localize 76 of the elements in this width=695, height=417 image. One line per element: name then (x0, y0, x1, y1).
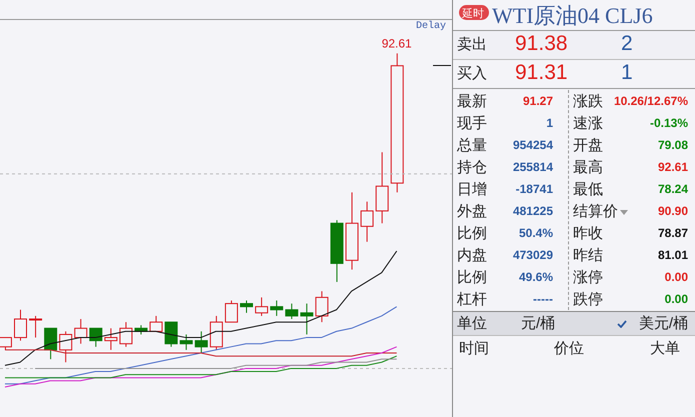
candlestick (300, 303, 314, 335)
text: 1 (546, 116, 553, 130)
candlestick (240, 300, 254, 314)
candlestick (285, 303, 298, 320)
text: 78.87 (658, 226, 688, 240)
candlestick (104, 328, 118, 350)
text: 1 (621, 61, 633, 85)
text: 2 (621, 32, 633, 56)
text: 开盘 (573, 136, 603, 155)
candlestick (89, 328, 102, 348)
candlestick (14, 309, 28, 342)
text: 92.61 (658, 160, 688, 174)
text: 日增 (457, 180, 487, 199)
text: 50.4% (518, 226, 553, 240)
text: 涨跌 (573, 92, 603, 111)
text: 最新 (457, 92, 487, 111)
text: -18741 (516, 182, 553, 196)
text: 跌停 (573, 290, 603, 309)
text: 0.00 (664, 292, 688, 306)
text: 价位 (554, 339, 584, 358)
text: 91.38 (515, 32, 568, 56)
text: WTI原油04 CLJ6 (492, 2, 653, 30)
candlestick (59, 330, 72, 363)
text: 昨收 (573, 224, 603, 243)
candlestick (224, 300, 238, 323)
text: 473029 (512, 248, 553, 262)
text: 91.31 (515, 61, 568, 85)
text: 78.24 (658, 182, 688, 196)
candlestick (150, 315, 163, 332)
candlestick (360, 201, 374, 242)
text: 时间 (459, 339, 489, 358)
text: 比例 (457, 224, 487, 243)
text: 美元/桶 (638, 314, 688, 333)
text: 杠杆 (457, 290, 487, 309)
text: 外盘 (457, 202, 487, 221)
candlestick (180, 334, 193, 350)
text: 91.27 (522, 94, 553, 108)
candlestick (29, 315, 42, 338)
text: 卖出 (457, 35, 487, 54)
candlestick (315, 290, 328, 323)
text: 0.00 (664, 270, 688, 284)
candlestick (164, 322, 178, 348)
text: 比例 (457, 268, 487, 287)
candlestick (74, 318, 88, 344)
text: 买入 (457, 64, 487, 83)
text: 大单 (650, 339, 680, 358)
text: 单位 (457, 314, 487, 333)
text: 结算价 (573, 202, 618, 221)
text: 内盘 (457, 246, 487, 265)
text: 10.26/12.67% (614, 94, 688, 108)
text: 954254 (512, 138, 553, 152)
candlestick (119, 322, 132, 348)
text: Delay (416, 21, 446, 32)
text: 现手 (457, 114, 487, 133)
candlestick (255, 296, 268, 316)
text: 元/桶 (521, 314, 556, 333)
text: 49.6% (518, 270, 553, 284)
text: 涨停 (573, 268, 603, 287)
text: 最高 (573, 158, 603, 177)
text: 79.08 (658, 138, 688, 152)
text: 持仓 (457, 158, 487, 177)
candlestick (270, 300, 284, 316)
text: 最低 (573, 180, 603, 199)
candlestick (194, 330, 208, 354)
text: ----- (533, 292, 553, 306)
annotation: 92.61 (382, 36, 412, 50)
text: 总量 (457, 136, 487, 155)
text: 昨结 (573, 246, 603, 265)
text: 90.90 (658, 204, 688, 218)
text: 速涨 (573, 114, 603, 133)
text: 81.01 (658, 248, 688, 262)
text: 481225 (512, 204, 553, 218)
candlestick (44, 328, 58, 360)
text: 255814 (512, 160, 553, 174)
text: 延时 (462, 7, 484, 21)
text: -0.13% (650, 116, 688, 130)
